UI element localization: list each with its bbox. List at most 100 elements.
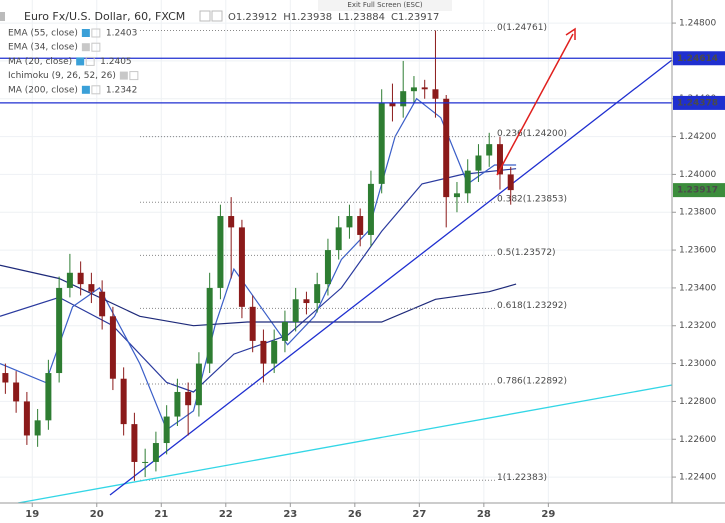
support-trendline — [17, 384, 673, 504]
candle-body — [152, 443, 159, 462]
fib-label: 1(1.22383) — [497, 473, 547, 483]
legend-icon[interactable] — [81, 29, 90, 37]
candle-body — [238, 227, 245, 307]
legend-icon[interactable] — [81, 85, 90, 94]
candle-body — [346, 216, 353, 228]
candle-body — [314, 284, 321, 304]
candle-body — [443, 98, 450, 198]
y-tick-label: 1.24800 — [679, 19, 716, 29]
fib-label: 0(1.24761) — [497, 23, 547, 33]
y-tick-label: 1.23800 — [679, 208, 716, 218]
candle-body — [56, 287, 63, 374]
legend-icon[interactable] — [129, 71, 139, 81]
price-box — [673, 183, 725, 198]
ohlc-value: H1.23938 — [283, 12, 332, 23]
candle-body — [378, 102, 385, 184]
candle-body — [142, 461, 149, 463]
fib-label: 0.382(1.23853) — [497, 195, 567, 205]
legend-icon[interactable] — [91, 42, 101, 52]
candle-body — [389, 102, 396, 107]
legend-name: Ichimoku (9, 26, 52, 26) — [8, 71, 116, 81]
candle-body — [410, 87, 417, 92]
y-tick-label: 1.22400 — [679, 473, 716, 483]
candle-body — [324, 250, 331, 285]
candle-body — [432, 89, 439, 99]
legend-value: 1.2405 — [100, 57, 132, 67]
candle-body — [421, 87, 428, 90]
candle-body — [249, 306, 256, 341]
candle-body — [174, 391, 181, 417]
y-tick-label: 1.23200 — [679, 321, 716, 331]
y-tick-label: 1.22800 — [679, 397, 716, 407]
candle-body — [453, 193, 460, 198]
legend-name: EMA (55, close) — [8, 29, 78, 39]
candle-body — [292, 299, 299, 322]
candle-body — [195, 363, 202, 406]
candle-body — [357, 216, 364, 235]
x-tick-label: 19 — [25, 509, 39, 520]
axis-labels: 1.22400 1.22600 1.22800 1.23000 1.23200 1.234… — [25, 19, 725, 520]
candle-body — [88, 284, 95, 292]
legend-icon[interactable] — [119, 71, 128, 80]
legend-value: 1.2403 — [106, 29, 138, 39]
y-tick-label: 1.22600 — [679, 435, 716, 445]
legend-icon[interactable] — [81, 43, 90, 52]
candle-body — [228, 216, 235, 228]
candle-body — [281, 321, 288, 341]
candle-body — [45, 373, 52, 421]
ohlc-value: O1.23912 — [228, 12, 277, 23]
header: O1.23912 H1.23938 L1.23884 C1.23917 — [228, 12, 439, 23]
candle-body — [99, 291, 106, 317]
x-tick-label: 26 — [348, 509, 362, 520]
fib-label: 0.236(1.24200) — [497, 129, 567, 139]
eye-icon[interactable] — [211, 10, 223, 22]
candle-body — [23, 401, 30, 436]
exit-fullscreen-bg[interactable] — [318, 0, 452, 11]
candle-body — [400, 91, 407, 107]
price-box-label: 1.23917 — [677, 186, 718, 196]
legend-icon[interactable] — [85, 56, 95, 66]
candle-body — [475, 155, 482, 171]
candle-body — [66, 272, 73, 288]
x-tick-label: 28 — [477, 509, 491, 520]
candle-body — [217, 216, 224, 288]
ohlc-value: L1.23884 — [338, 12, 385, 23]
arrow-head — [565, 27, 576, 40]
exit-fullscreen[interactable]: Exit Full Screen (ESC) — [347, 1, 422, 9]
projection-arrow — [496, 33, 574, 176]
price-box — [673, 51, 725, 66]
price-axis-bg — [672, 0, 725, 523]
x-tick-label: 21 — [154, 509, 168, 520]
legend-icon[interactable] — [91, 28, 101, 38]
collapse-icon[interactable] — [0, 12, 5, 21]
candle-body — [34, 420, 41, 436]
candle-body — [77, 272, 84, 285]
candle-body — [120, 378, 127, 425]
candle-body — [335, 227, 342, 251]
candle-body — [271, 340, 278, 364]
candle-body — [496, 144, 503, 175]
price-box-label: 1.24378 — [677, 98, 718, 108]
x-tick-label: 22 — [219, 509, 233, 520]
candle-body — [109, 316, 116, 379]
settings-icon[interactable] — [199, 10, 211, 22]
candle-body — [185, 391, 192, 406]
y-tick-label: 1.24000 — [679, 170, 716, 180]
candle-body — [2, 373, 9, 383]
candle-body — [303, 299, 310, 304]
fib-label: 0.786(1.22892) — [497, 377, 567, 387]
y-tick-label: 1.24200 — [679, 132, 716, 142]
legend-icon[interactable] — [76, 57, 85, 66]
fib-label: 0.5(1.23572) — [497, 248, 556, 258]
candle-body — [206, 287, 213, 364]
y-tick-label: 1.23400 — [679, 283, 716, 293]
fib-label: 0.618(1.23292) — [497, 301, 567, 311]
candle-body — [507, 174, 514, 191]
legend-icon[interactable] — [91, 85, 101, 95]
y-tick-label: 1.23000 — [679, 359, 716, 369]
candle-body — [260, 340, 267, 364]
ohlc-value: C1.23917 — [391, 12, 439, 23]
x-tick-label: 29 — [541, 509, 555, 520]
x-tick-label: 27 — [412, 509, 426, 520]
